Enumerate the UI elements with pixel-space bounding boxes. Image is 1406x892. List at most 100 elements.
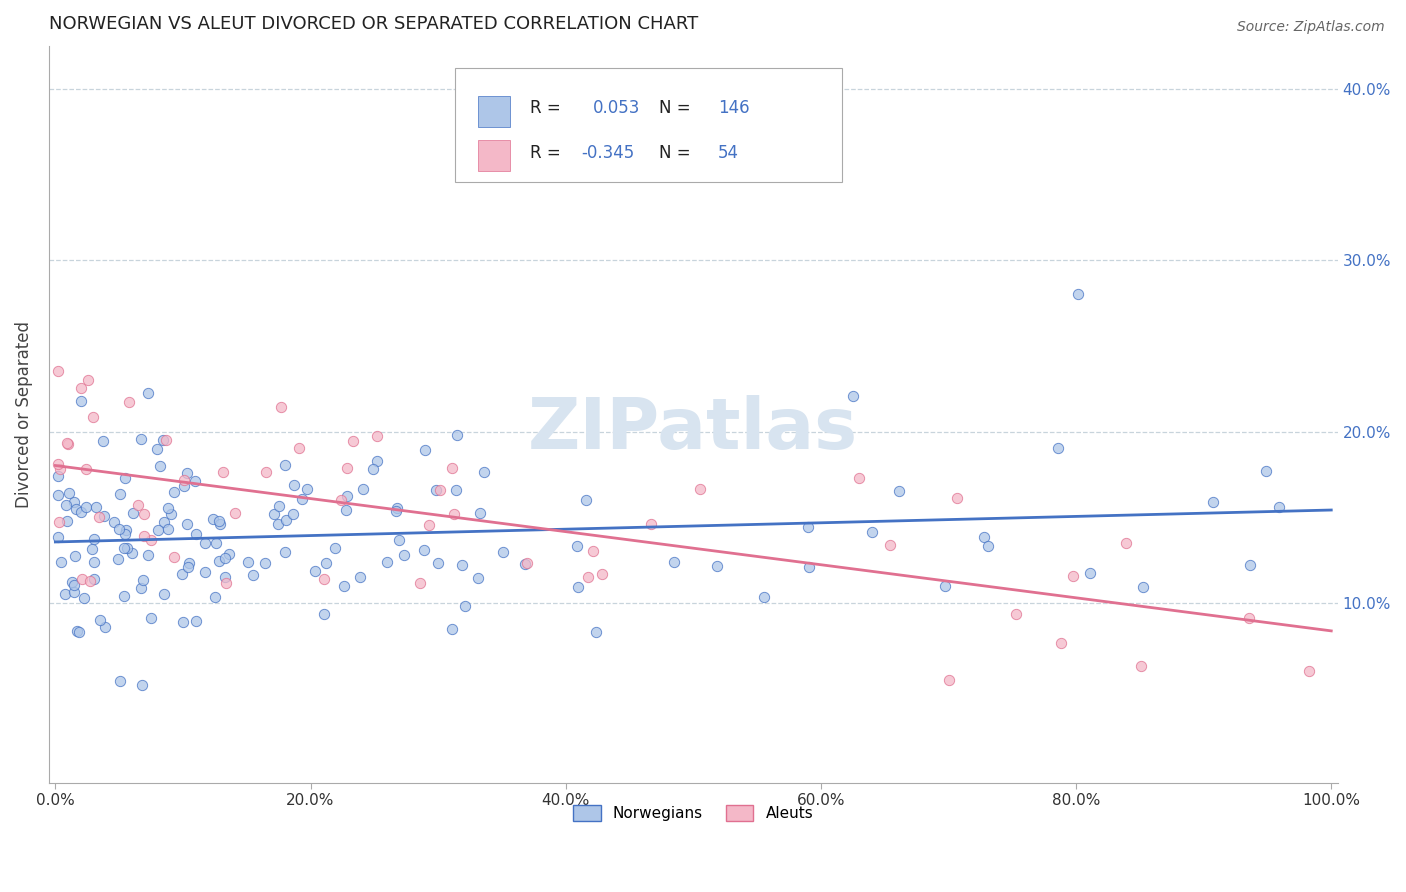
Point <box>145 442 167 457</box>
Point <box>491 545 513 559</box>
Point <box>349 570 371 584</box>
Point <box>77 374 100 388</box>
Point <box>314 607 336 622</box>
Point <box>1268 500 1291 514</box>
Point <box>1047 441 1070 455</box>
Point <box>388 533 411 547</box>
Point <box>103 515 125 529</box>
Point <box>163 549 186 564</box>
Point <box>1050 636 1073 650</box>
Point <box>152 433 174 447</box>
Point <box>879 539 901 553</box>
Legend: Norwegians, Aleuts: Norwegians, Aleuts <box>567 799 820 827</box>
Point <box>426 556 449 570</box>
Point <box>55 498 77 512</box>
Point <box>446 483 468 498</box>
Point <box>440 622 463 636</box>
Text: 0.053: 0.053 <box>593 99 640 118</box>
Point <box>129 581 152 595</box>
Point <box>752 590 775 604</box>
Point <box>108 674 131 689</box>
Point <box>269 499 291 513</box>
Point <box>114 541 136 556</box>
Point <box>83 572 105 586</box>
Point <box>295 482 318 496</box>
Point <box>1239 558 1261 572</box>
Point <box>153 587 176 601</box>
Point <box>283 477 305 491</box>
Point <box>46 488 69 502</box>
Point <box>214 569 236 583</box>
Point <box>215 575 238 590</box>
Point <box>451 558 474 572</box>
Point <box>49 462 72 476</box>
Point <box>157 523 180 537</box>
Point <box>214 550 236 565</box>
Point <box>385 501 408 516</box>
Point <box>267 516 290 531</box>
Point <box>576 570 599 584</box>
Point <box>131 678 153 692</box>
Point <box>664 555 686 569</box>
Point <box>46 364 69 378</box>
FancyBboxPatch shape <box>478 140 510 171</box>
Point <box>797 560 820 574</box>
Point <box>56 437 79 451</box>
Text: -0.345: -0.345 <box>581 144 634 161</box>
Point <box>689 482 711 496</box>
Point <box>270 400 292 414</box>
Point <box>330 492 353 507</box>
Text: NORWEGIAN VS ALEUT DIVORCED OR SEPARATED CORRELATION CHART: NORWEGIAN VS ALEUT DIVORCED OR SEPARATED… <box>49 15 699 33</box>
Point <box>46 530 69 544</box>
Point <box>274 513 297 527</box>
Point <box>129 432 152 446</box>
Point <box>336 460 359 475</box>
Point <box>366 429 388 443</box>
Point <box>208 516 231 531</box>
Point <box>429 483 451 497</box>
Point <box>1129 658 1152 673</box>
Point <box>65 549 87 563</box>
Point <box>172 615 194 630</box>
Text: Source: ZipAtlas.com: Source: ZipAtlas.com <box>1237 20 1385 34</box>
Point <box>394 548 416 562</box>
Point <box>314 572 336 586</box>
Point <box>49 555 72 569</box>
Point <box>84 500 107 515</box>
Point <box>157 500 180 515</box>
Point <box>141 611 163 625</box>
Point <box>177 556 200 570</box>
Point <box>108 487 131 501</box>
Point <box>75 461 97 475</box>
Point <box>440 461 463 475</box>
Point <box>575 492 598 507</box>
Point <box>115 523 138 537</box>
Point <box>194 565 217 579</box>
Point <box>366 454 388 468</box>
Point <box>706 558 728 573</box>
Point <box>516 557 538 571</box>
Point <box>46 457 69 471</box>
Point <box>304 564 326 578</box>
Point <box>108 522 131 536</box>
Point <box>139 533 162 548</box>
FancyBboxPatch shape <box>478 95 510 127</box>
Point <box>79 574 101 588</box>
Point <box>117 395 139 409</box>
Point <box>1254 464 1277 478</box>
Point <box>283 507 305 521</box>
Point <box>194 536 217 550</box>
Point <box>65 502 87 516</box>
Text: R =: R = <box>530 99 565 118</box>
Point <box>91 434 114 448</box>
Point <box>1202 495 1225 509</box>
Point <box>159 508 181 522</box>
Point <box>408 576 430 591</box>
Point <box>224 506 246 520</box>
Point <box>797 520 820 534</box>
Point <box>127 498 149 512</box>
Point <box>254 465 277 479</box>
Point <box>567 539 589 553</box>
Point <box>112 589 135 603</box>
Point <box>976 539 998 553</box>
